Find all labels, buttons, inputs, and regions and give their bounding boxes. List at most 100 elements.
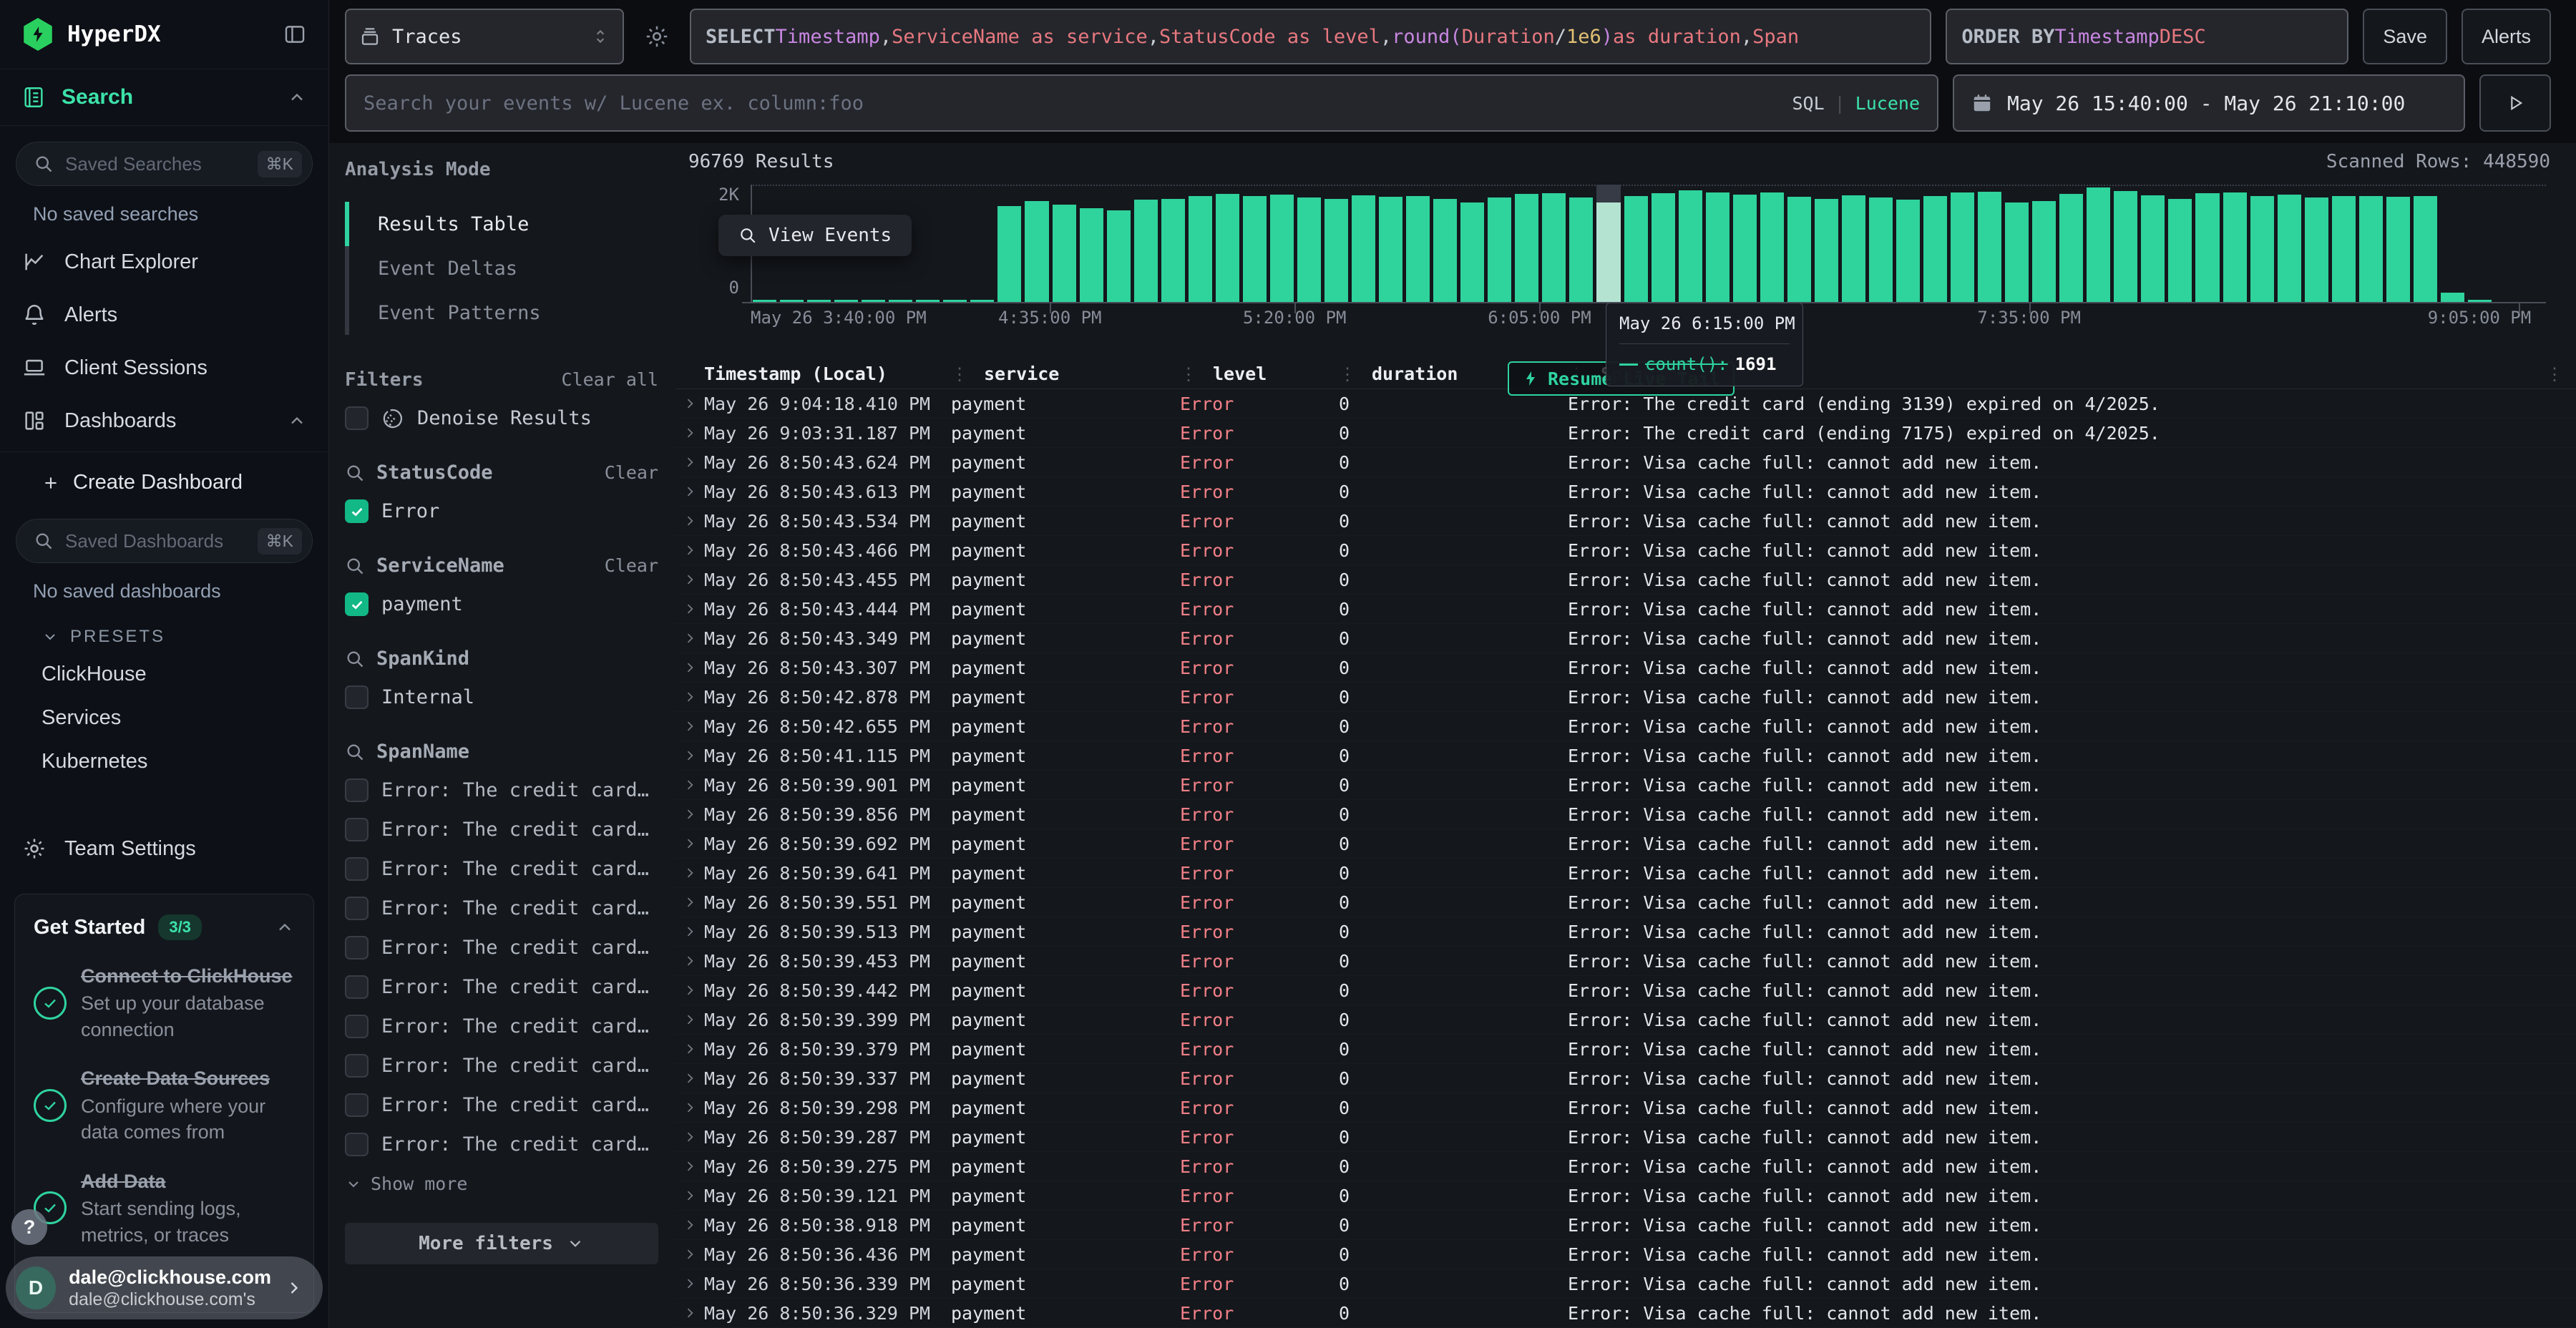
table-row[interactable]: May 26 8:50:39.641 PM payment Error 0 Error:… xyxy=(675,859,2576,888)
preset-kubernetes[interactable]: Kubernetes xyxy=(42,750,148,773)
get-started-step[interactable]: Create Data Sources Configure where your… xyxy=(34,1065,295,1145)
checkbox[interactable] xyxy=(345,685,369,709)
histogram-bar[interactable] xyxy=(1215,185,1239,302)
checkbox[interactable] xyxy=(345,857,369,881)
histogram-bar[interactable] xyxy=(2495,185,2519,302)
histogram-bar[interactable] xyxy=(1242,185,1267,302)
chevron-right-icon[interactable] xyxy=(675,807,704,821)
table-row[interactable]: May 26 8:50:36.436 PM payment Error 0 Error:… xyxy=(675,1240,2576,1269)
chevron-right-icon[interactable] xyxy=(675,1159,704,1173)
chevron-right-icon[interactable] xyxy=(675,514,704,528)
tab-event-deltas[interactable]: Event Deltas xyxy=(345,246,658,290)
histogram-bar[interactable] xyxy=(2358,185,2383,302)
search-icon[interactable] xyxy=(345,463,365,483)
histogram-bars[interactable] xyxy=(753,185,2546,302)
chevron-right-icon[interactable] xyxy=(675,866,704,880)
histogram-bar[interactable] xyxy=(2331,185,2356,302)
histogram-bar[interactable] xyxy=(1515,185,1539,302)
histogram-bar[interactable] xyxy=(889,185,913,302)
checkbox-checked[interactable] xyxy=(345,592,369,616)
filter-option-spanname[interactable]: Error: The credit card … xyxy=(345,936,658,960)
histogram-plot[interactable]: May 26 3:40:00 PM 4:35:00 PM 5:20:00 PM 6:0… xyxy=(742,185,2546,328)
chevron-right-icon[interactable] xyxy=(675,631,704,645)
table-row[interactable]: May 26 8:50:43.349 PM payment Error 0 Error:… xyxy=(675,624,2576,653)
filter-option-spanname[interactable]: Error: The credit card … xyxy=(345,897,658,920)
get-started-header[interactable]: Get Started 3/3 xyxy=(34,914,295,940)
chevron-right-icon[interactable] xyxy=(675,602,704,616)
chevron-right-icon[interactable] xyxy=(675,719,704,733)
chevron-right-icon[interactable] xyxy=(675,396,704,411)
filter-option-spanname[interactable]: Error: The credit card … xyxy=(345,975,658,999)
histogram-bar[interactable] xyxy=(2223,185,2247,302)
histogram-bar[interactable] xyxy=(2277,185,2301,302)
chevron-right-icon[interactable] xyxy=(675,455,704,469)
search-input[interactable]: Search your events w/ Lucene ex. column:… xyxy=(345,74,1938,132)
lang-sql-option[interactable]: SQL xyxy=(1792,92,1825,114)
table-row[interactable]: May 26 8:50:39.901 PM payment Error 0 Error:… xyxy=(675,771,2576,800)
filter-option-payment[interactable]: payment xyxy=(345,592,658,616)
clear-all-button[interactable]: Clear all xyxy=(561,369,658,390)
chevron-right-icon[interactable] xyxy=(675,1071,704,1085)
saved-searches-input[interactable]: Saved Searches ⌘K xyxy=(16,142,313,186)
chevron-right-icon[interactable] xyxy=(675,836,704,851)
histogram-bar[interactable] xyxy=(2250,185,2274,302)
filter-option-spanname[interactable]: Error: The credit card … xyxy=(345,1133,658,1156)
checkbox[interactable] xyxy=(345,975,369,999)
chevron-up-icon[interactable] xyxy=(275,917,295,937)
table-row[interactable]: May 26 8:50:39.298 PM payment Error 0 Error:… xyxy=(675,1093,2576,1123)
get-started-step[interactable]: Connect to ClickHouse Set up your databa… xyxy=(34,963,295,1043)
clear-button[interactable]: Clear xyxy=(604,462,658,483)
query-language-toggle[interactable]: SQL | Lucene xyxy=(1792,93,1920,114)
alerts-button[interactable]: Alerts xyxy=(2461,9,2551,64)
table-row[interactable]: May 26 8:50:43.613 PM payment Error 0 Error:… xyxy=(675,477,2576,507)
table-row[interactable]: May 26 8:50:39.692 PM payment Error 0 Error:… xyxy=(675,829,2576,859)
chevron-right-icon[interactable] xyxy=(675,484,704,499)
checkbox-checked[interactable] xyxy=(345,499,369,523)
histogram-bar[interactable] xyxy=(2141,185,2165,302)
histogram-bar[interactable] xyxy=(1542,185,1566,302)
orderby-clause-input[interactable]: ORDER BY Timestamp DESC xyxy=(1946,9,2349,64)
histogram-bar[interactable] xyxy=(2168,185,2192,302)
histogram-bar[interactable] xyxy=(1569,185,1594,302)
chevron-right-icon[interactable] xyxy=(675,690,704,704)
chevron-right-icon[interactable] xyxy=(675,1042,704,1056)
sidebar-item-client-sessions[interactable]: Client Sessions xyxy=(0,341,328,394)
col-level[interactable]: ⋮ level xyxy=(1180,363,1267,384)
table-row[interactable]: May 26 8:50:39.287 PM payment Error 0 Error:… xyxy=(675,1123,2576,1152)
select-clause-input[interactable]: SELECT Timestamp, ServiceName as service… xyxy=(690,9,1932,64)
save-button[interactable]: Save xyxy=(2363,9,2447,64)
checkbox[interactable] xyxy=(345,936,369,960)
histogram-bar[interactable] xyxy=(2467,185,2492,302)
chevron-right-icon[interactable] xyxy=(675,1247,704,1261)
histogram-bar[interactable] xyxy=(1161,185,1185,302)
table-row[interactable]: May 26 8:50:39.442 PM payment Error 0 Error:… xyxy=(675,976,2576,1005)
view-events-button[interactable]: View Events xyxy=(718,215,912,256)
table-row[interactable]: May 26 8:50:39.453 PM payment Error 0 Error:… xyxy=(675,947,2576,976)
chevron-right-icon[interactable] xyxy=(675,1130,704,1144)
filter-option-spanname[interactable]: Error: The credit card … xyxy=(345,1093,658,1117)
histogram-bar[interactable] xyxy=(1923,185,1948,302)
histogram-bar[interactable] xyxy=(2440,185,2464,302)
histogram-bar[interactable] xyxy=(1787,185,1811,302)
tab-event-patterns[interactable]: Event Patterns xyxy=(345,290,658,335)
user-menu[interactable]: D dale@clickhouse.com dale@clickhouse.co… xyxy=(6,1256,323,1319)
chevron-right-icon[interactable] xyxy=(675,1100,704,1115)
table-row[interactable]: May 26 8:50:43.307 PM payment Error 0 Error:… xyxy=(675,653,2576,683)
chevron-right-icon[interactable] xyxy=(675,572,704,587)
search-icon[interactable] xyxy=(345,556,365,576)
chevron-up-icon[interactable] xyxy=(287,411,307,431)
checkbox[interactable] xyxy=(345,1133,369,1156)
histogram-bar[interactable] xyxy=(1133,185,1158,302)
histogram-bar[interactable] xyxy=(2304,185,2328,302)
table-row[interactable]: May 26 8:50:36.339 PM payment Error 0 Error:… xyxy=(675,1269,2576,1299)
histogram-bar[interactable] xyxy=(1188,185,1212,302)
search-icon[interactable] xyxy=(345,742,365,762)
tab-results-table[interactable]: Results Table xyxy=(345,202,658,246)
panel-collapse-icon[interactable] xyxy=(283,22,307,47)
histogram-bar[interactable] xyxy=(1269,185,1294,302)
chevron-up-icon[interactable] xyxy=(287,87,307,107)
histogram-bar[interactable] xyxy=(1025,185,1049,302)
table-row[interactable]: May 26 8:50:43.624 PM payment Error 0 Error:… xyxy=(675,448,2576,477)
histogram-bar[interactable] xyxy=(1868,185,1893,302)
get-started-step[interactable]: Add Data Start sending logs, metrics, or… xyxy=(34,1168,295,1248)
